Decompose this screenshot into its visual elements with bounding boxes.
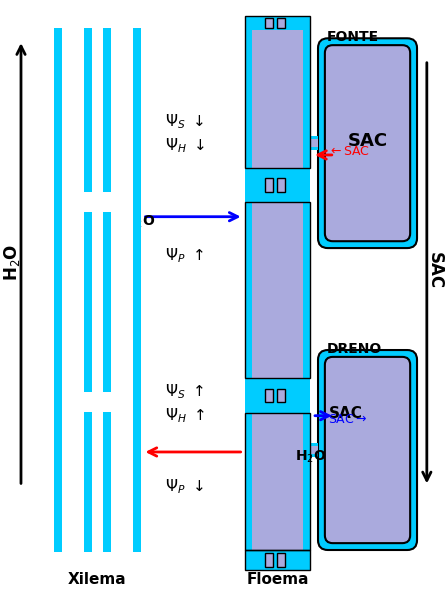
Bar	[62, 370, 141, 434]
Bar	[277, 389, 285, 402]
Bar	[265, 553, 273, 567]
Bar	[252, 30, 303, 168]
Text: $\Psi_S$ $\uparrow$: $\Psi_S$ $\uparrow$	[165, 382, 204, 400]
Bar	[246, 202, 310, 379]
Bar	[54, 370, 62, 434]
Text: SAC$\rightarrow$: SAC$\rightarrow$	[328, 413, 367, 426]
Bar	[265, 178, 273, 192]
Bar	[111, 28, 133, 169]
Text: $\Psi_H$ $\downarrow$: $\Psi_H$ $\downarrow$	[165, 137, 206, 156]
Bar	[62, 28, 84, 169]
Bar	[252, 550, 303, 570]
Bar	[54, 370, 62, 434]
Bar	[103, 235, 141, 370]
Bar	[265, 389, 273, 402]
Bar	[252, 202, 303, 379]
Text: FONTE: FONTE	[327, 30, 379, 44]
Bar	[54, 28, 92, 169]
Bar	[62, 169, 84, 235]
Bar	[111, 412, 133, 434]
Bar	[111, 370, 133, 393]
Bar	[62, 212, 84, 235]
Bar	[246, 379, 310, 413]
Bar	[103, 434, 141, 552]
Bar	[246, 413, 310, 550]
Bar	[62, 412, 84, 434]
Bar	[111, 370, 133, 434]
Bar	[252, 413, 303, 550]
Bar	[54, 434, 92, 552]
Bar	[54, 169, 141, 235]
Bar	[54, 370, 141, 434]
Bar	[265, 18, 273, 28]
Bar	[133, 169, 141, 235]
Text: H$_2$O: H$_2$O	[124, 213, 155, 230]
Bar	[310, 136, 318, 150]
Text: SAC: SAC	[348, 132, 388, 150]
Text: SAC: SAC	[426, 252, 444, 289]
FancyBboxPatch shape	[318, 39, 417, 248]
Bar	[103, 370, 111, 434]
Bar	[133, 169, 141, 235]
Text: $\Psi_S$ $\downarrow$: $\Psi_S$ $\downarrow$	[165, 112, 204, 131]
Bar	[246, 550, 310, 570]
Bar	[54, 393, 141, 412]
Text: Floema: Floema	[247, 572, 309, 587]
Bar	[62, 434, 84, 552]
Bar	[111, 169, 133, 235]
Text: H$_2$O: H$_2$O	[2, 244, 22, 282]
FancyBboxPatch shape	[318, 350, 417, 550]
Bar	[246, 550, 310, 570]
Bar	[62, 169, 84, 192]
Bar	[277, 553, 285, 567]
Bar	[103, 169, 111, 235]
Bar	[54, 192, 141, 212]
Bar	[103, 28, 141, 169]
Text: $\Psi_H$ $\uparrow$: $\Psi_H$ $\uparrow$	[165, 406, 206, 425]
Bar	[111, 434, 133, 552]
Bar	[246, 16, 310, 168]
Bar	[246, 202, 310, 379]
Bar	[111, 212, 133, 235]
Bar	[62, 393, 133, 412]
Bar	[84, 169, 92, 235]
Bar	[54, 169, 62, 235]
FancyBboxPatch shape	[325, 45, 410, 241]
Bar	[277, 178, 285, 192]
Bar	[133, 370, 141, 434]
Text: $\Psi_P$ $\downarrow$: $\Psi_P$ $\downarrow$	[165, 477, 204, 496]
Bar	[103, 169, 141, 235]
Bar	[246, 413, 310, 550]
Text: Xilema: Xilema	[68, 572, 127, 587]
Bar	[246, 550, 310, 570]
Bar	[62, 235, 84, 370]
Bar	[62, 192, 133, 212]
Bar	[54, 235, 92, 370]
Bar	[246, 30, 310, 168]
Bar	[84, 370, 92, 434]
Text: SAC: SAC	[329, 406, 363, 421]
Bar	[310, 446, 318, 454]
Bar	[277, 18, 285, 28]
Bar	[310, 139, 318, 147]
Bar	[62, 169, 141, 235]
Bar	[54, 370, 92, 434]
Bar	[54, 169, 62, 235]
Bar	[111, 235, 133, 370]
Text: DRENO: DRENO	[327, 342, 382, 356]
Text: $\leftarrow$SAC: $\leftarrow$SAC	[328, 145, 370, 157]
Bar	[133, 370, 141, 434]
Bar	[111, 169, 133, 192]
Bar	[246, 16, 310, 30]
FancyBboxPatch shape	[325, 357, 410, 543]
Bar	[62, 370, 84, 393]
Bar	[246, 168, 310, 202]
Bar	[62, 370, 84, 434]
Text: $\Psi_P$ $\uparrow$: $\Psi_P$ $\uparrow$	[165, 247, 204, 265]
Text: H$_2$O: H$_2$O	[295, 449, 327, 465]
Bar	[103, 370, 141, 434]
Bar	[310, 443, 318, 457]
Bar	[54, 169, 92, 235]
